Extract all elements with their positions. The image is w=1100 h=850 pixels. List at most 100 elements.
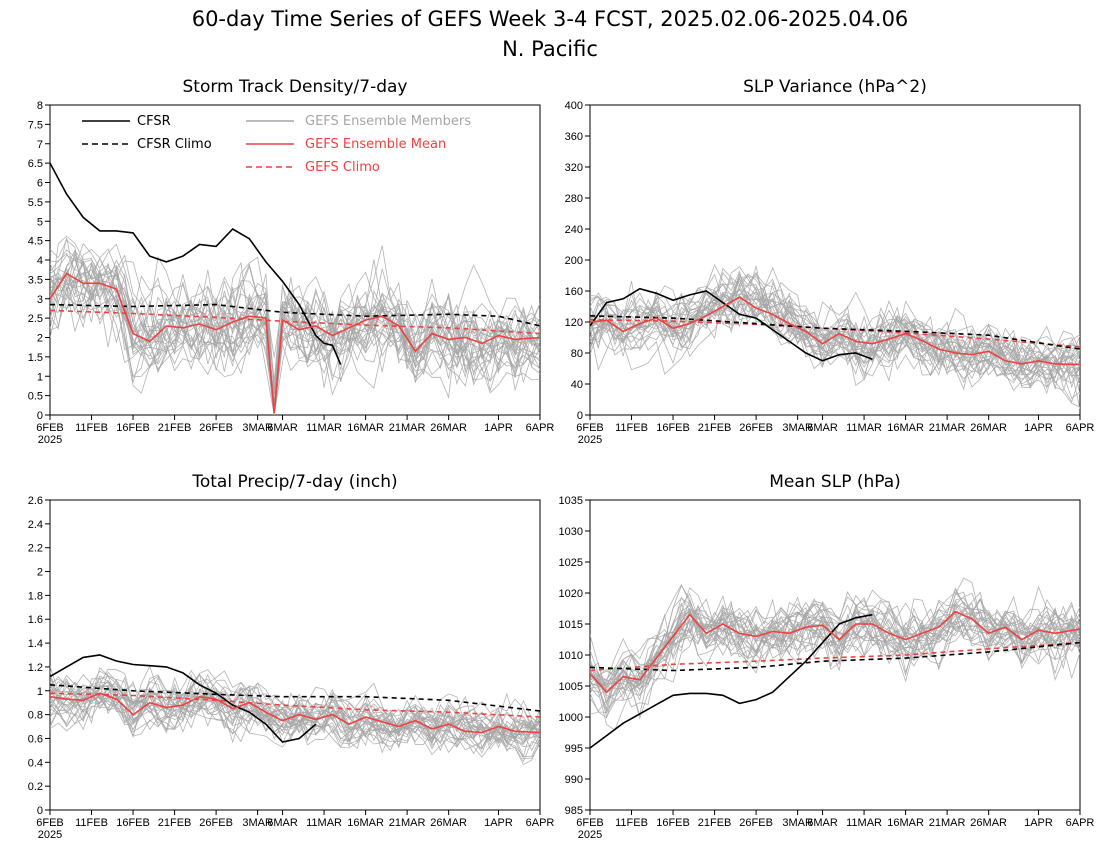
x-tick-label: 1APR [1024,422,1053,434]
ensemble-member-line [590,281,1080,385]
y-tick-label: 1.6 [28,614,43,626]
panel-mean-slp: Mean SLP (hPa) 985 990 995 1000 1005 1010 1015 1… [559,472,1095,841]
gefs-climo-line [50,309,540,335]
cfsr-line [50,654,317,743]
panel-title: Storm Track Density/7-day [183,77,408,97]
x-year-label: 2025 [38,829,62,841]
x-tick-label: 6FEB [36,817,64,829]
x-tick-label: 21FEB [698,817,732,829]
x-tick-label: 21FEB [698,422,732,434]
x-tick-label: 6MAR [267,817,298,829]
ensemble-member-line [590,294,1080,373]
y-tick-label: 1015 [559,619,583,631]
ensemble-member-line [50,237,540,413]
x-tick-label: 21MAR [389,817,426,829]
panel-slp-variance: SLP Variance (hPa^2) 0 40 80 120 160 200 240 280… [565,77,1095,446]
y-tick-label: 0.8 [28,710,43,722]
panel-storm-track-density: Storm Track Density/7-day 0 0.5 1 1.5 2 2.5 3 3.… [28,77,555,446]
y-tick-label: 2.5 [28,313,43,325]
ensemble-member-line [590,597,1080,720]
y-tick-label: 1005 [559,681,583,693]
legend: CFSR CFSR Climo GEFS Ensemble Members GE… [82,114,471,175]
y-tick-label: 990 [565,774,583,786]
ensemble-member-line [590,291,1080,381]
y-tick-label: 6 [37,178,43,190]
x-tick-label: 26MAR [970,422,1007,434]
y-tick-label: 240 [565,224,583,236]
ensemble-member-line [590,272,1080,408]
x-tick-label: 21FEB [158,817,192,829]
plot-content [50,162,540,415]
x-tick-label: 6FEB [576,817,604,829]
x-tick-label: 21MAR [929,817,966,829]
x-year-label: 2025 [38,434,62,446]
y-tick-label: 1.8 [28,590,43,602]
y-tick-label: 1020 [559,588,583,600]
ensemble-member-line [590,281,1080,399]
y-tick-label: 1010 [559,650,583,662]
x-tick-label: 1APR [484,817,513,829]
ensemble-member-line [590,285,1080,403]
ensemble-member-line [590,598,1080,710]
gefs-ensemble-mean-line [590,296,1080,366]
ensemble-member-line [50,687,540,739]
ensemble-member-line [50,681,540,752]
legend-label-cfsr-climo: CFSR Climo [137,137,212,152]
gefs-climo-line [50,692,540,718]
panel-title: SLP Variance (hPa^2) [743,77,927,97]
x-tick-label: 26FEB [739,422,773,434]
panel-title: Mean SLP (hPa) [769,472,901,492]
x-tick-label: 11MAR [846,817,882,829]
x-year-label: 2025 [578,829,602,841]
y-tick-label: 1035 [559,495,583,507]
gefs-ensemble-mean-line [50,692,540,734]
panel-title: Total Precip/7-day (inch) [191,472,397,492]
y-tick-label: 320 [565,162,583,174]
y-tick-label: 2.4 [28,519,43,531]
y-tick-label: 7.5 [28,119,43,131]
legend-label-cfsr: CFSR [137,114,171,129]
x-tick-label: 11MAR [306,422,342,434]
x-tick-label: 3MAR [782,422,813,434]
x-tick-label: 16FEB [116,817,150,829]
ensemble-member-line [50,673,540,749]
y-tick-label: 80 [571,348,583,360]
gefs-climo-line [590,318,1080,348]
y-tick-label: 3 [37,294,43,306]
gefs-ensemble-mean-line [590,610,1080,694]
cfsr-line [590,287,873,362]
y-tick-label: 0 [577,410,583,422]
cfsr-line [590,613,873,749]
cfsr-line [50,162,317,336]
ensemble-member-line [590,263,1080,392]
y-tick-label: 2 [37,567,43,579]
x-tick-label: 6FEB [576,422,604,434]
x-tick-label: 26FEB [199,422,233,434]
ensemble-member-line [590,599,1080,731]
ensemble-member-line [50,257,540,404]
y-tick-label: 40 [571,379,583,391]
y-tick-label: 1.5 [28,352,43,364]
y-tick-label: 0.4 [28,757,43,769]
y-tick-label: 280 [565,193,583,205]
x-tick-label: 26MAR [430,422,467,434]
y-tick-label: 160 [565,286,583,298]
y-tick-label: 2.6 [28,495,43,507]
y-tick-label: 2.2 [28,543,43,555]
x-tick-label: 11FEB [615,817,648,829]
y-tick-label: 4 [37,255,43,267]
x-tick-label: 1APR [484,422,513,434]
x-tick-label: 11FEB [615,422,648,434]
x-tick-label: 16FEB [116,422,150,434]
cfsr-line [315,335,342,365]
y-tick-label: 1000 [559,712,583,724]
cfsr-climo-line [590,315,1080,350]
x-tick-label: 11MAR [306,817,342,829]
y-tick-label: 1025 [559,557,583,569]
y-tick-label: 0.2 [28,781,43,793]
x-tick-label: 1APR [1024,817,1053,829]
gefs-climo-line [590,641,1080,672]
ensemble-member-line [590,607,1080,685]
x-tick-label: 3MAR [242,817,273,829]
